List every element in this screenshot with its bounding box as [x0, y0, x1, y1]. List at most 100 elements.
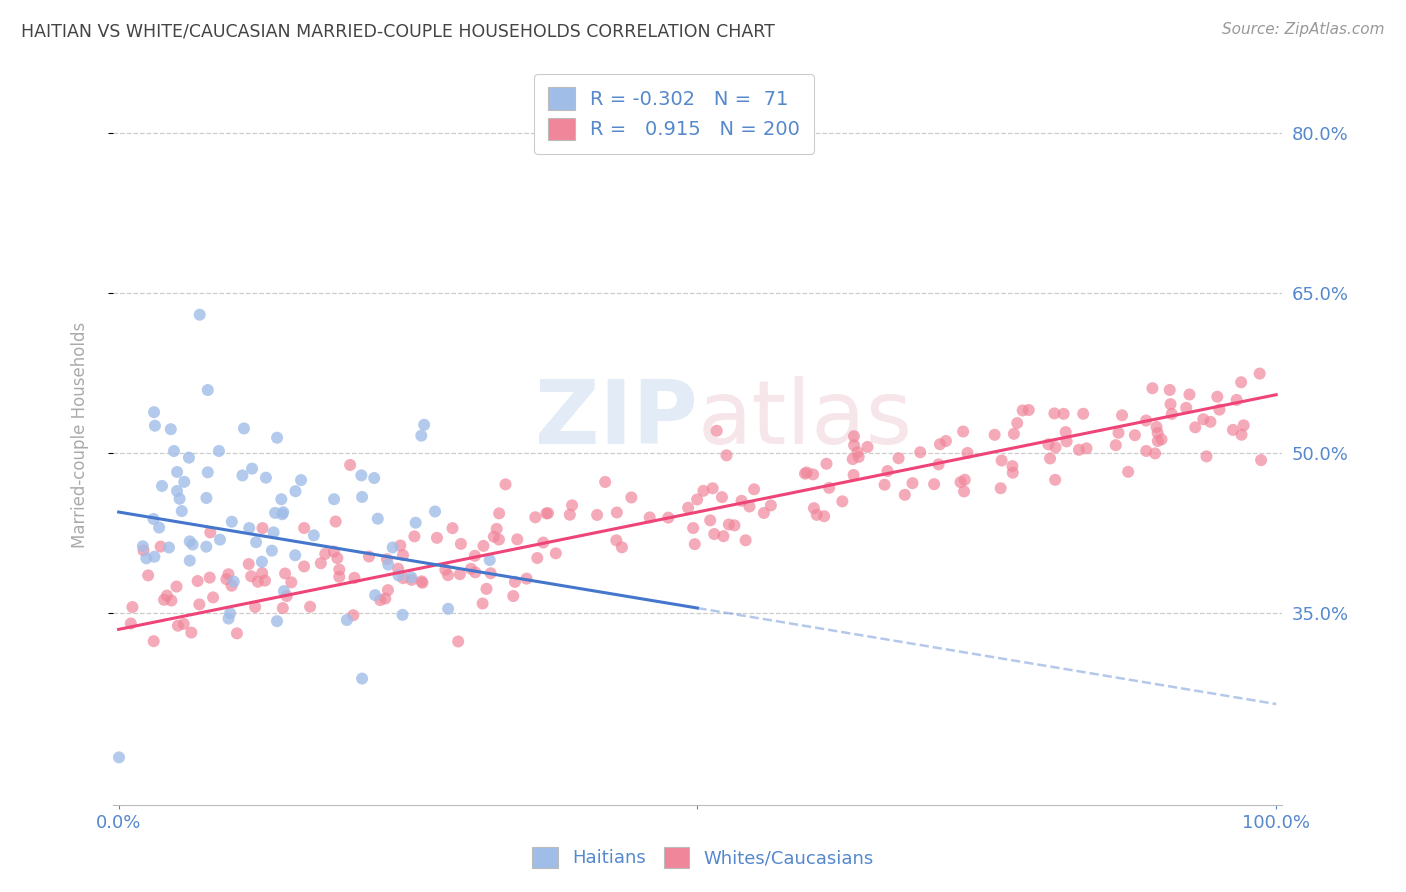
Point [887, 451, 910, 466]
Point [447, 634, 470, 648]
Point [221, 515, 243, 529]
Point [434, 563, 457, 577]
Point [794, 467, 817, 481]
Point [375, 552, 398, 566]
Point [405, 516, 427, 530]
Point [181, 538, 204, 552]
Point [1038, 437, 1060, 451]
Text: ZIP: ZIP [534, 376, 697, 463]
Point [702, 481, 724, 495]
Point [503, 574, 526, 589]
Point [1071, 407, 1094, 421]
Point [198, 571, 221, 585]
Point [290, 473, 312, 487]
Point [208, 533, 231, 547]
Point [157, 541, 180, 555]
Point [1116, 465, 1139, 479]
Point [302, 528, 325, 542]
Point [1144, 446, 1167, 460]
Point [200, 525, 222, 540]
Point [485, 522, 508, 536]
Point [813, 509, 835, 524]
Point [135, 551, 157, 566]
Point [273, 584, 295, 599]
Point [266, 431, 288, 445]
Point [815, 457, 838, 471]
Point [166, 465, 188, 479]
Point [437, 601, 460, 615]
Point [381, 541, 404, 555]
Point [593, 475, 616, 489]
Point [1108, 425, 1130, 440]
Point [1043, 473, 1066, 487]
Point [929, 437, 952, 451]
Point [1135, 413, 1157, 427]
Point [1054, 425, 1077, 439]
Point [153, 592, 176, 607]
Point [1233, 418, 1256, 433]
Point [350, 468, 373, 483]
Point [478, 553, 501, 567]
Point [173, 616, 195, 631]
Point [1053, 407, 1076, 421]
Point [218, 611, 240, 625]
Point [482, 530, 505, 544]
Point [1146, 420, 1168, 434]
Point [605, 533, 627, 548]
Point [842, 467, 865, 482]
Point [506, 533, 529, 547]
Point [908, 445, 931, 459]
Point [1150, 433, 1173, 447]
Point [516, 572, 538, 586]
Point [730, 493, 752, 508]
Point [716, 448, 738, 462]
Point [179, 534, 201, 549]
Point [222, 574, 245, 589]
Point [953, 484, 976, 499]
Point [471, 597, 494, 611]
Point [1018, 403, 1040, 417]
Point [221, 579, 243, 593]
Point [610, 541, 633, 555]
Point [120, 616, 142, 631]
Point [179, 553, 201, 567]
Text: atlas: atlas [697, 376, 912, 463]
Point [1230, 427, 1253, 442]
Point [314, 547, 336, 561]
Point [245, 535, 267, 549]
Point [271, 601, 294, 615]
Point [299, 599, 322, 614]
Point [166, 483, 188, 498]
Point [246, 574, 269, 589]
Point [121, 600, 143, 615]
Point [195, 491, 218, 505]
Point [367, 511, 389, 525]
Legend: Haitians, Whites/Caucasians: Haitians, Whites/Caucasians [522, 836, 884, 879]
Point [167, 618, 190, 632]
Point [531, 535, 554, 549]
Point [352, 672, 374, 686]
Point [1123, 428, 1146, 442]
Point [387, 568, 409, 582]
Point [364, 588, 387, 602]
Point [132, 539, 155, 553]
Point [803, 501, 825, 516]
Point [411, 575, 433, 590]
Point [243, 599, 266, 614]
Point [170, 504, 193, 518]
Point [188, 598, 211, 612]
Point [292, 521, 315, 535]
Point [956, 446, 979, 460]
Point [1249, 367, 1271, 381]
Point [1146, 434, 1168, 448]
Point [706, 424, 728, 438]
Point [544, 546, 567, 560]
Point [759, 499, 782, 513]
Point [163, 444, 186, 458]
Point [856, 440, 879, 454]
Point [389, 539, 412, 553]
Point [391, 607, 413, 622]
Point [323, 492, 346, 507]
Point [263, 525, 285, 540]
Point [1159, 383, 1181, 397]
